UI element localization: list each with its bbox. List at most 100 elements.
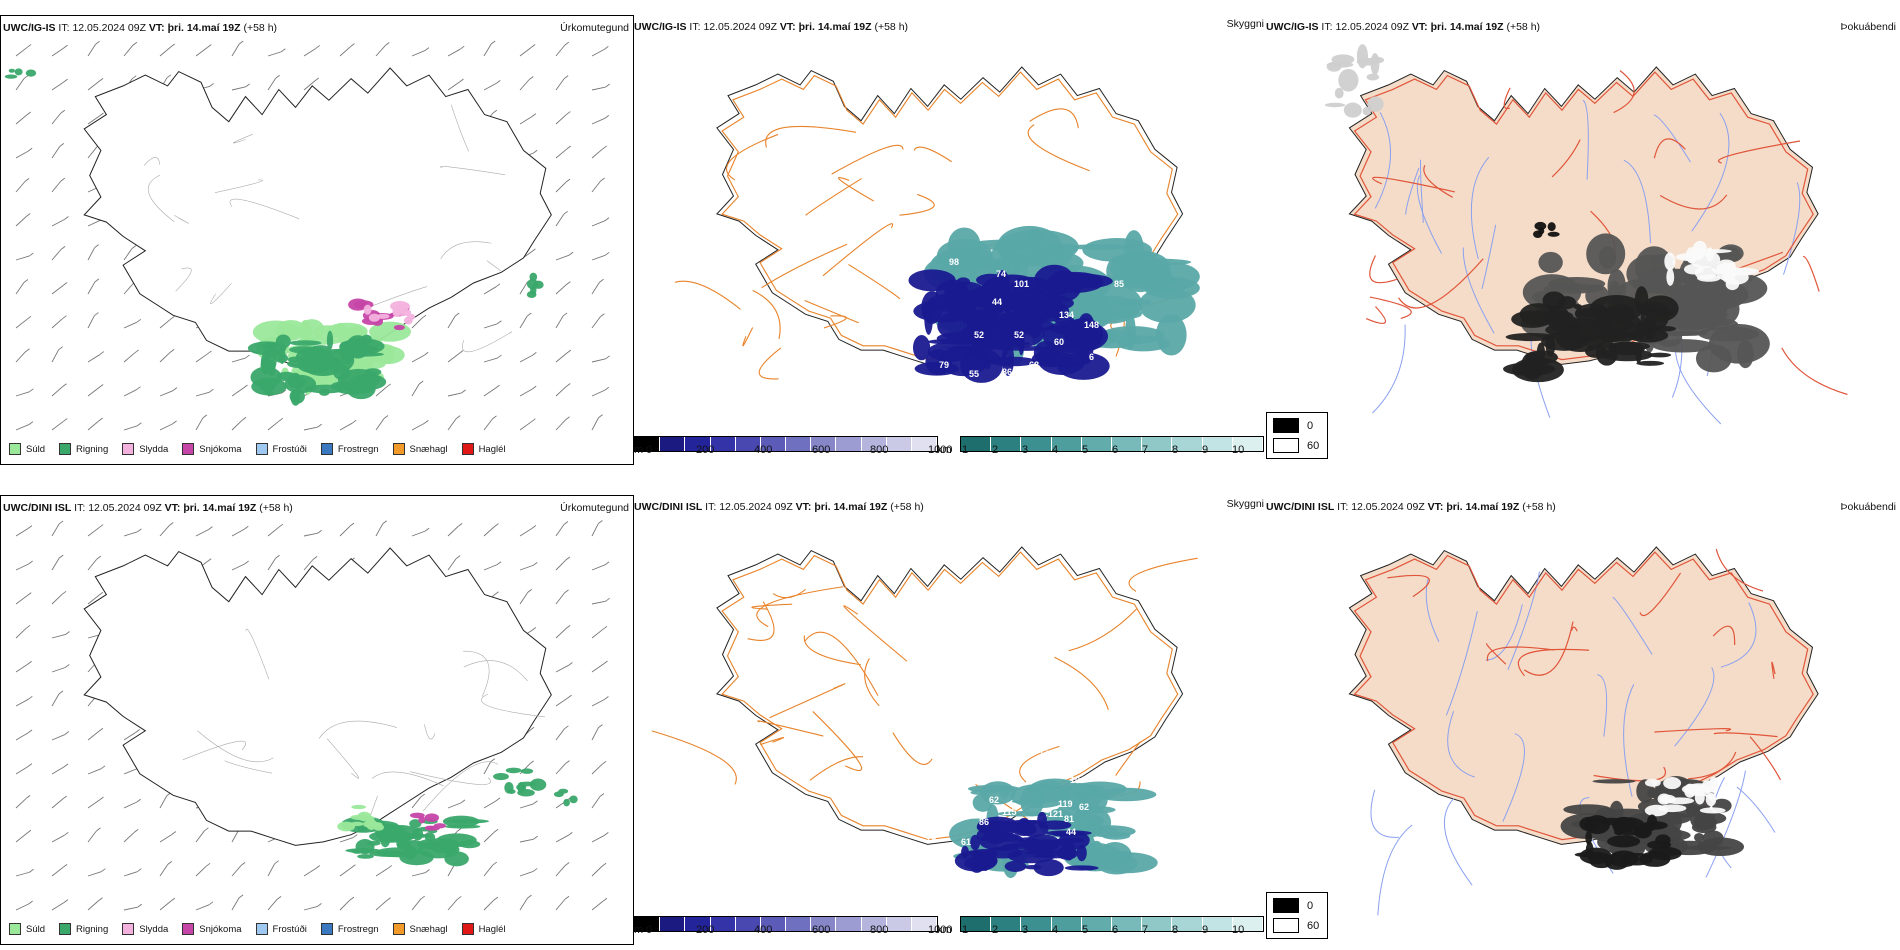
legend-swatch bbox=[182, 923, 195, 935]
fog-legend: 0 60 bbox=[1266, 892, 1328, 939]
visibility-value-label: 68 bbox=[1029, 360, 1039, 370]
colorbar-cell bbox=[1051, 437, 1082, 451]
visibility-value-label: 52 bbox=[1014, 330, 1024, 340]
visibility-value-label: 55 bbox=[969, 369, 979, 379]
visibility-colorbar-km bbox=[960, 436, 1264, 452]
precip-legend-item: Snæhagl bbox=[392, 443, 448, 455]
colorbar-cell bbox=[961, 437, 992, 451]
colorbar-tick-label: 5 bbox=[1082, 444, 1089, 456]
legend-label: Snjókoma bbox=[199, 443, 242, 455]
panel-title: Úrkomutegund bbox=[560, 22, 629, 34]
colorbar-cell bbox=[886, 437, 912, 451]
legend-swatch bbox=[255, 443, 268, 455]
legend-swatch bbox=[320, 443, 333, 455]
colorbar-cell bbox=[991, 437, 1022, 451]
visibility-value-label: 101 bbox=[1014, 279, 1029, 289]
precip-legend: Súld Rigning Slydda Snjókoma Frostúði Frostre… bbox=[9, 443, 506, 455]
panel-title: Þokuábendi bbox=[1840, 501, 1896, 513]
colorbar-cell bbox=[1021, 437, 1052, 451]
visibility-value-label: 81 bbox=[1064, 814, 1074, 824]
colorbar-labels-m: m 0 200 400 600 800 1000 bbox=[634, 924, 952, 938]
legend-swatch bbox=[122, 923, 135, 935]
legend-label: Slydda bbox=[139, 443, 169, 455]
colorbar-tick-label: 9 bbox=[1202, 444, 1209, 456]
vis-panel-bottom: 140 103 104 62 115 86 119 62 121 81 44 79 61 77 UWC/D… bbox=[634, 495, 1264, 943]
visibility-colorbar-km bbox=[960, 916, 1264, 932]
colorbar-cell bbox=[861, 437, 887, 451]
precip-legend-item: Snjókoma bbox=[182, 923, 242, 935]
visibility-value-label: 86 bbox=[1002, 367, 1012, 377]
precip-panel-top: UWC/IG-IS IT: 12.05.2024 09Z VT: þri. 14… bbox=[0, 15, 634, 465]
fog-panel-top: UWC/IG-IS IT: 12.05.2024 09Z VT: þri. 14… bbox=[1266, 15, 1900, 463]
precip-legend-item: Rigning bbox=[59, 443, 108, 455]
legend-swatch bbox=[59, 443, 72, 455]
panel-title: Þokuábendi bbox=[1840, 21, 1896, 33]
colorbar-unit: km bbox=[937, 924, 952, 936]
legend-swatch bbox=[182, 443, 195, 455]
visibility-value-label: 52 bbox=[974, 330, 984, 340]
colorbar-cell bbox=[1202, 917, 1233, 931]
colorbar-cell bbox=[811, 917, 837, 931]
visibility-value-label: 85 bbox=[1114, 279, 1124, 289]
visibility-value-label: 115 bbox=[1002, 807, 1017, 817]
visibility-value-label: 74 bbox=[996, 269, 1006, 279]
colorbar-unit: km bbox=[937, 444, 952, 456]
colorbar-tick-label: 4 bbox=[1052, 924, 1059, 936]
legend-swatch bbox=[1273, 918, 1299, 933]
colorbar-tick-label: 1000 bbox=[928, 444, 953, 456]
legend-swatch bbox=[320, 923, 333, 935]
visibility-value-label: 77 bbox=[912, 872, 922, 882]
colorbar-cell bbox=[660, 437, 686, 451]
precip-legend-item: Rigning bbox=[59, 923, 108, 935]
colorbar-cell bbox=[1142, 917, 1173, 931]
precip-legend-item: Súld bbox=[9, 443, 45, 455]
panel-title: Úrkomutegund bbox=[560, 502, 629, 514]
legend-label: Frostregn bbox=[337, 443, 379, 455]
fog-panel-bottom: UWC/DINI ISL IT: 12.05.2024 09Z VT: þri.… bbox=[1266, 495, 1900, 943]
colorbar-unit: m bbox=[634, 444, 644, 456]
visibility-value-label: 148 bbox=[1084, 320, 1099, 330]
colorbar-cell bbox=[635, 917, 661, 931]
colorbar-tick-label: 8 bbox=[1172, 924, 1179, 936]
panel-header: UWC/DINI ISL IT: 12.05.2024 09Z VT: þri.… bbox=[634, 501, 924, 513]
colorbar-cell bbox=[1172, 917, 1203, 931]
legend-label: Frostúði bbox=[272, 443, 307, 455]
colorbar-cell bbox=[1051, 917, 1082, 931]
visibility-value-label: 104 bbox=[1070, 775, 1085, 785]
panel-header: UWC/IG-IS IT: 12.05.2024 09Z VT: þri. 14… bbox=[1266, 21, 1541, 33]
visibility-value-label: 140 bbox=[1039, 749, 1054, 759]
colorbar-tick-label: 800 bbox=[870, 444, 889, 456]
legend-label: Snæhagl bbox=[409, 443, 448, 455]
fog-legend: 0 60 bbox=[1266, 412, 1328, 459]
colorbar-tick-label: 7 bbox=[1142, 924, 1149, 936]
precip-legend-item: Súld bbox=[9, 923, 45, 935]
colorbar-cell bbox=[760, 437, 787, 451]
colorbar-cell bbox=[811, 437, 837, 451]
colorbar-tick-label: 1 bbox=[962, 444, 969, 456]
colorbar-cell bbox=[685, 917, 711, 931]
colorbar-cell bbox=[1172, 437, 1203, 451]
precip-map-bottom bbox=[15, 520, 610, 911]
visibility-value-label: 121 bbox=[1048, 809, 1063, 819]
visibility-value-label: 61 bbox=[961, 837, 971, 847]
colorbar-cell bbox=[685, 437, 711, 451]
legend-swatch bbox=[461, 923, 474, 935]
colorbar-tick-label: 8 bbox=[1172, 444, 1179, 456]
fog-legend-item: 60 bbox=[1273, 438, 1319, 453]
colorbar-tick-label: 10 bbox=[1232, 924, 1245, 936]
legend-swatch bbox=[9, 923, 21, 935]
colorbar-cell bbox=[836, 917, 862, 931]
fog-map-top bbox=[1324, 44, 1848, 425]
colorbar-tick-label: 0 bbox=[646, 444, 653, 456]
legend-label: Súld bbox=[26, 443, 46, 455]
colorbar-tick-label: 2 bbox=[992, 924, 999, 936]
legend-label: 0 bbox=[1307, 419, 1314, 432]
colorbar-cell bbox=[1112, 917, 1143, 931]
colorbar-tick-label: 200 bbox=[696, 924, 715, 936]
colorbar-labels-km: km 1 2 3 4 5 6 7 8 9 10 bbox=[937, 444, 1262, 458]
precip-legend-item: Slydda bbox=[122, 923, 168, 935]
legend-swatch bbox=[1273, 418, 1299, 433]
visibility-value-label: 79 bbox=[939, 360, 949, 370]
colorbar-cell bbox=[735, 437, 761, 451]
visibility-value-label: 60 bbox=[1054, 337, 1064, 347]
